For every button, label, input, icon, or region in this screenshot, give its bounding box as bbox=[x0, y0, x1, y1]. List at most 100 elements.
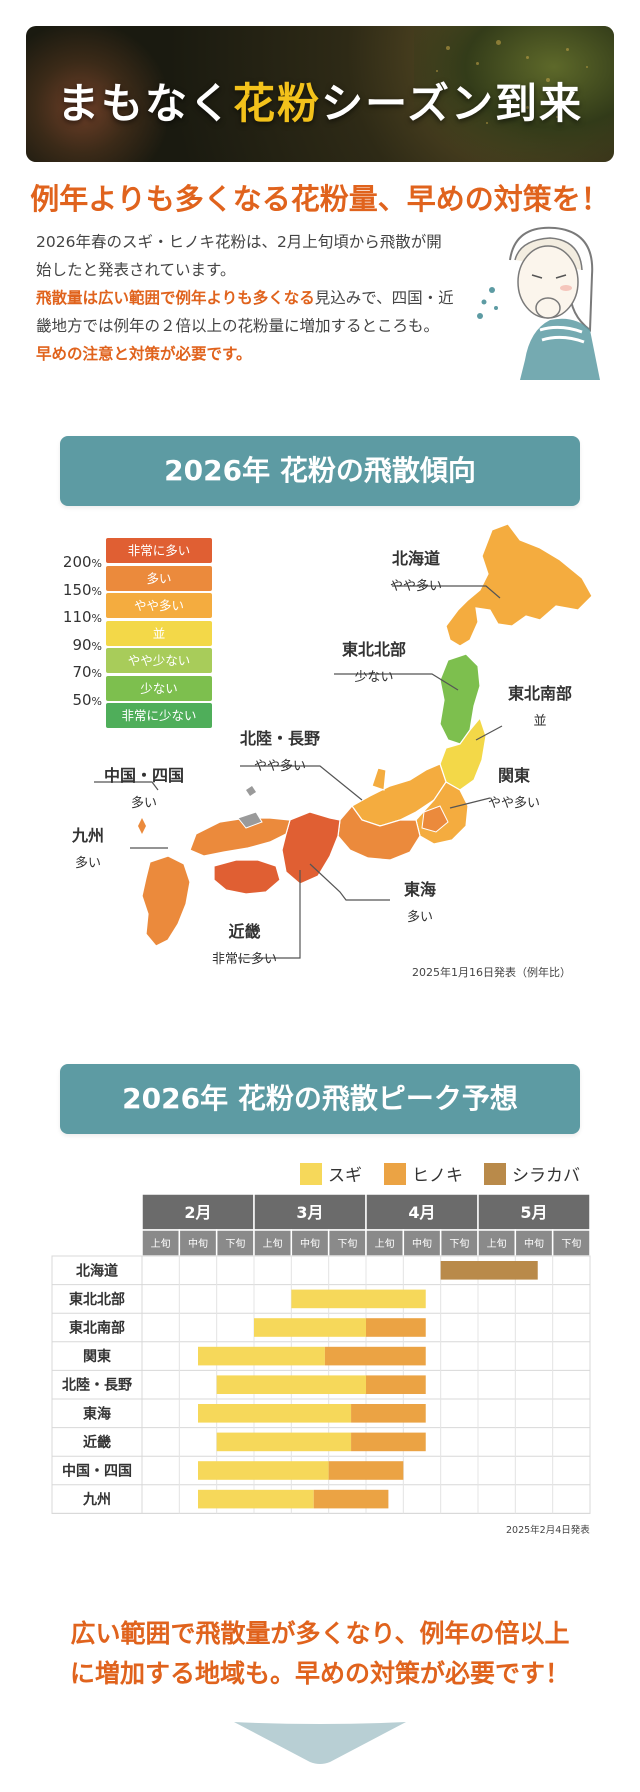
map-kyushu bbox=[141, 855, 191, 947]
legend-pct-1: 150% bbox=[62, 580, 102, 599]
legend-shirakaba-label: シラカバ bbox=[512, 1166, 580, 1186]
legend-level-0: 非常に多い bbox=[106, 538, 212, 563]
hero-pine-decoration bbox=[26, 26, 166, 162]
month-header-cell bbox=[477, 1193, 591, 1231]
gantt-bar-sugi bbox=[198, 1346, 325, 1366]
month-label: 5月 bbox=[520, 1203, 547, 1222]
period-label: 上旬 bbox=[487, 1237, 507, 1250]
region-tohoku-north: 東北北部 少ない bbox=[342, 640, 407, 685]
legend-level-5: 少ない bbox=[106, 675, 212, 701]
gantt-bar-sugi bbox=[198, 1489, 314, 1509]
region-tohoku-south: 東北南部並 bbox=[508, 684, 573, 729]
period-header-cell bbox=[477, 1229, 517, 1257]
row-label: 東北南部 bbox=[69, 1320, 125, 1337]
legend-pct-0: 200% bbox=[62, 553, 102, 572]
row-label: 北海道 bbox=[76, 1262, 118, 1279]
map-chugoku-grey bbox=[237, 811, 263, 829]
region-kanto: 関東 やや多い bbox=[488, 766, 541, 811]
month-label: 2月 bbox=[184, 1203, 211, 1222]
legend-hinoki-label: ヒノキ bbox=[412, 1166, 463, 1186]
region-tokai: 東海 多い bbox=[404, 880, 437, 925]
legend-shirakaba: シラカバ bbox=[484, 1161, 580, 1186]
map-shikoku bbox=[213, 859, 281, 895]
pollen-particle bbox=[586, 66, 588, 68]
month-header-cell bbox=[141, 1193, 255, 1231]
legend-level-2: やや多い bbox=[106, 593, 212, 618]
map-kinki bbox=[281, 811, 341, 885]
period-header-cell bbox=[439, 1229, 479, 1257]
gantt-bar-hinoki bbox=[351, 1432, 426, 1452]
gantt-bar-hinoki bbox=[328, 1461, 404, 1480]
row-label: 九州 bbox=[82, 1492, 111, 1508]
legend-shirakaba-swatch bbox=[484, 1162, 506, 1185]
gantt-bar-sugi bbox=[216, 1375, 366, 1394]
closing-line1: 広い範囲で飛散量が多くなり、例年の倍以上 bbox=[70, 1619, 570, 1648]
row-label: 近畿 bbox=[83, 1434, 111, 1451]
intro-text: 2026年春のスギ・ヒノキ花粉は、2月上旬頃から飛散が開始したと発表されています… bbox=[36, 228, 454, 368]
legend-hinoki-swatch bbox=[384, 1162, 406, 1185]
pollen-particle bbox=[526, 56, 529, 59]
region-hokuriku: 北陸・長野 やや多い bbox=[240, 729, 321, 774]
headline: 例年よりも多くなる花粉量、早めの対策を！ bbox=[30, 182, 610, 216]
region-kinki: 近畿 非常に多い bbox=[212, 922, 278, 967]
map-kanto-inner bbox=[421, 805, 449, 833]
gantt-bar-hinoki bbox=[351, 1404, 426, 1423]
period-label: 上旬 bbox=[151, 1237, 171, 1250]
period-header-cell bbox=[365, 1229, 405, 1257]
period-label: 下旬 bbox=[337, 1237, 357, 1250]
period-header-cell bbox=[141, 1229, 181, 1257]
period-label: 下旬 bbox=[225, 1237, 245, 1250]
map-source-note: 2025年1月16日発表（例年比） bbox=[412, 966, 571, 979]
gantt-bar-hinoki bbox=[366, 1375, 426, 1394]
closing-message: 広い範囲で飛散量が多くなり、例年の倍以上 に増加する地域も。早めの対策が必要です… bbox=[0, 1614, 640, 1694]
month-label: 4月 bbox=[408, 1203, 435, 1222]
legend-pct-3: 90% bbox=[72, 635, 102, 654]
region-chugoku: 中国・四国 多い bbox=[104, 766, 185, 811]
pollen-particle bbox=[546, 78, 550, 82]
chart-source-note: 2025年2月4日発表 bbox=[506, 1525, 590, 1536]
period-label: 中旬 bbox=[412, 1237, 432, 1250]
map-tsushima bbox=[138, 818, 146, 834]
map-noto bbox=[371, 767, 387, 791]
pollen-particle bbox=[486, 122, 488, 124]
row-label: 東海 bbox=[83, 1405, 111, 1422]
period-label: 中旬 bbox=[524, 1237, 544, 1250]
gantt-bar-hinoki bbox=[366, 1318, 426, 1337]
pollen-particle bbox=[466, 96, 469, 99]
pollen-particle bbox=[446, 46, 450, 50]
row-label: 中国・四国 bbox=[62, 1463, 132, 1480]
gantt-bar-sugi bbox=[254, 1318, 366, 1337]
gantt-bar-sugi bbox=[291, 1289, 426, 1309]
row-label: 関東 bbox=[83, 1348, 111, 1365]
row-label: 北陸・長野 bbox=[62, 1377, 132, 1394]
period-header-cell bbox=[514, 1229, 554, 1257]
legend-sugi-swatch bbox=[300, 1162, 322, 1185]
period-header-cell bbox=[551, 1229, 591, 1257]
intro-p2: 見込みで、四国・近畿地方では例年の２倍以上の花粉量に増加するところも。 bbox=[36, 289, 454, 335]
pollen-particle bbox=[476, 62, 479, 65]
chevron-down-icon bbox=[234, 1722, 406, 1764]
period-header-cell bbox=[215, 1229, 255, 1257]
grid-frame bbox=[51, 1255, 591, 1514]
intro-em1: 飛散量は広い範囲で例年よりも多くなる bbox=[36, 289, 315, 307]
map-chugoku bbox=[189, 817, 291, 857]
legend-pct-2: 110% bbox=[62, 608, 102, 627]
japan-pollen-map bbox=[94, 523, 593, 959]
region-hokkaido: 北海道 やや多い bbox=[390, 549, 443, 594]
pollen-particle bbox=[436, 70, 438, 72]
period-header-cell bbox=[290, 1229, 330, 1257]
region-kyushu: 九州 多い bbox=[72, 826, 105, 871]
gantt-bar-sugi bbox=[198, 1404, 352, 1423]
pollen-particle bbox=[526, 106, 529, 109]
legend-pct-5: 50% bbox=[72, 690, 102, 709]
pollen-particle bbox=[566, 48, 569, 51]
legend-level-4: やや少ない bbox=[106, 648, 212, 673]
period-header-cell bbox=[178, 1229, 218, 1257]
closing-line2: に増加する地域も。早めの対策が必要です！ bbox=[69, 1659, 570, 1688]
pollen-particle bbox=[556, 116, 558, 118]
section2-title: 2026年 花粉の飛散ピーク予想 bbox=[60, 1064, 580, 1134]
month-header-cell bbox=[365, 1193, 479, 1231]
section1-title: 2026年 花粉の飛散傾向 bbox=[60, 436, 580, 506]
period-header-cell bbox=[402, 1229, 442, 1257]
legend-sugi-label: スギ bbox=[328, 1166, 362, 1186]
